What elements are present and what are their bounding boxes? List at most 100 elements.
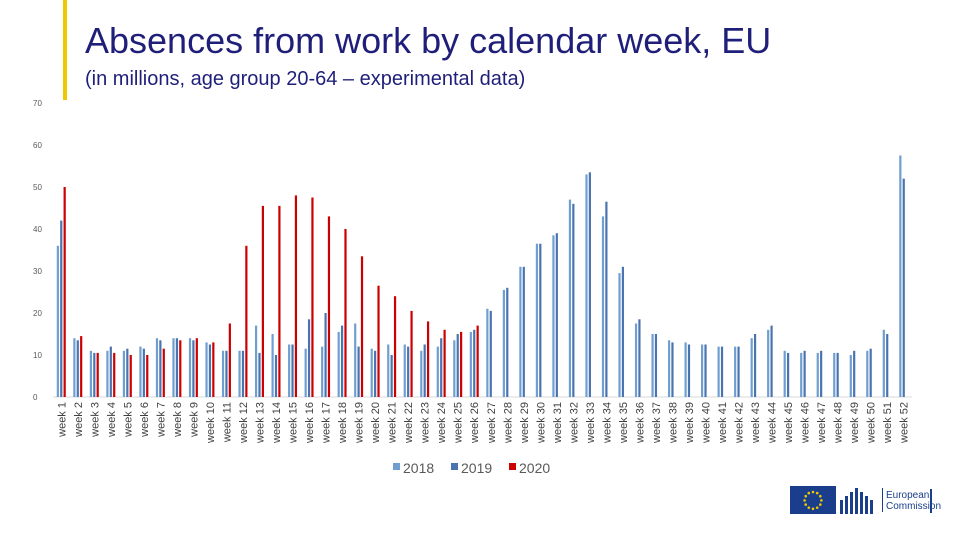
bar-2019-week-19 <box>357 346 360 397</box>
legend-label-2019: 2019 <box>461 460 492 476</box>
bar-2020-week-11 <box>228 323 231 397</box>
y-tick-label: 40 <box>33 225 42 234</box>
bar-2018-week-36 <box>634 323 638 397</box>
bar-2018-week-24 <box>436 346 439 397</box>
page-subtitle: (in millions, age group 20-64 – experime… <box>85 68 526 90</box>
bar-2018-week-3 <box>89 350 92 397</box>
building-icon <box>838 486 878 514</box>
x-tick-label: week 23 <box>420 402 432 444</box>
x-tick-label: week 17 <box>321 402 333 444</box>
bar-2020-week-23 <box>426 321 430 397</box>
bar-2019-week-52 <box>902 178 905 397</box>
bar-2018-week-22 <box>403 344 406 397</box>
bar-2019-week-34 <box>605 201 608 397</box>
x-tick-label: week 18 <box>337 402 349 444</box>
bar-2018-week-46 <box>800 352 803 397</box>
bar-2020-week-21 <box>393 296 397 397</box>
bar-2019-week-36 <box>638 319 641 397</box>
x-tick-label: week 49 <box>849 402 861 444</box>
x-tick-label: week 1 <box>56 402 68 438</box>
bar-2018-week-2 <box>73 338 76 397</box>
x-tick-label: week 7 <box>155 402 167 438</box>
bar-2019-week-17 <box>324 313 327 397</box>
bar-2018-week-23 <box>420 350 423 397</box>
x-tick-label: week 28 <box>502 402 514 444</box>
bar-2020-week-10 <box>212 342 215 397</box>
bar-2020-week-6 <box>146 355 149 397</box>
x-tick-label: week 40 <box>701 402 713 444</box>
bar-2019-week-48 <box>836 352 839 397</box>
bar-2018-week-32 <box>568 199 572 397</box>
bar-2018-week-7 <box>155 338 159 397</box>
y-tick-label: 70 <box>33 99 42 108</box>
bar-2018-week-29 <box>519 266 522 397</box>
bar-2018-week-41 <box>717 346 720 397</box>
logo-separator <box>882 488 883 512</box>
bar-2018-week-45 <box>783 350 786 397</box>
bar-2018-week-33 <box>585 174 588 397</box>
bar-2018-week-6 <box>139 346 142 397</box>
bar-2020-week-4 <box>113 352 116 397</box>
bar-2018-week-18 <box>337 331 340 397</box>
bar-2018-week-43 <box>750 338 753 397</box>
bar-2019-week-39 <box>687 344 691 397</box>
bar-2020-week-9 <box>195 338 198 397</box>
bar-2020-week-18 <box>344 229 347 397</box>
bar-2018-week-26 <box>469 331 472 397</box>
bar-2019-week-29 <box>522 266 525 397</box>
logo-end-bar <box>930 489 932 513</box>
x-tick-label: week 2 <box>73 402 85 438</box>
bar-2019-week-46 <box>803 350 806 397</box>
bar-2019-week-6 <box>142 348 145 397</box>
bar-2019-week-42 <box>737 346 740 397</box>
bar-2020-week-7 <box>162 348 165 397</box>
x-tick-label: week 24 <box>436 402 448 444</box>
x-tick-label: week 19 <box>354 402 366 444</box>
bar-2019-week-43 <box>753 334 757 397</box>
bar-2019-week-30 <box>539 243 542 397</box>
x-tick-label: week 33 <box>585 402 597 444</box>
x-tick-label: week 22 <box>403 402 415 444</box>
bar-2019-week-38 <box>671 342 674 397</box>
bar-2019-week-26 <box>473 329 476 397</box>
x-tick-label: week 25 <box>453 402 465 444</box>
bar-2018-week-27 <box>486 308 489 397</box>
bar-2019-week-10 <box>208 344 212 397</box>
bar-2018-week-8 <box>172 338 175 397</box>
bar-2018-week-35 <box>618 273 621 397</box>
bar-2019-week-31 <box>555 233 558 397</box>
x-tick-label: week 21 <box>387 402 399 444</box>
bar-2019-week-28 <box>506 287 509 397</box>
bar-2020-week-8 <box>179 340 182 397</box>
accent-bar <box>63 0 67 100</box>
bar-2018-week-17 <box>321 346 324 397</box>
bar-2018-week-28 <box>502 289 505 397</box>
bar-2019-week-21 <box>390 355 393 397</box>
bar-2018-week-40 <box>701 344 704 397</box>
x-tick-label: week 48 <box>833 402 845 444</box>
bar-2018-week-42 <box>734 346 737 397</box>
bar-2018-week-50 <box>866 350 869 397</box>
x-tick-label: week 32 <box>568 402 580 444</box>
bar-2020-week-16 <box>311 197 314 397</box>
eu-flag-icon <box>790 486 836 514</box>
legend-label-2018: 2018 <box>403 460 434 476</box>
bar-2019-week-3 <box>93 352 96 397</box>
legend-swatch-2018 <box>393 463 400 470</box>
x-tick-label: week 20 <box>370 402 382 444</box>
legend-swatch-2019 <box>451 463 458 470</box>
x-tick-label: week 41 <box>717 402 729 444</box>
x-tick-label: week 35 <box>618 402 630 444</box>
bar-2019-week-8 <box>175 338 178 397</box>
bar-2018-week-39 <box>684 342 687 397</box>
x-tick-label: week 47 <box>816 402 828 444</box>
bar-2018-week-10 <box>205 342 208 397</box>
x-tick-label: week 14 <box>271 402 283 444</box>
bar-2018-week-1 <box>56 245 59 397</box>
bar-2020-week-19 <box>360 256 364 397</box>
bar-2020-week-24 <box>443 329 446 397</box>
bar-2020-week-13 <box>261 205 264 397</box>
logo-line-1: European <box>886 490 930 501</box>
bar-2018-week-20 <box>370 348 373 397</box>
bar-2020-week-26 <box>476 325 479 397</box>
